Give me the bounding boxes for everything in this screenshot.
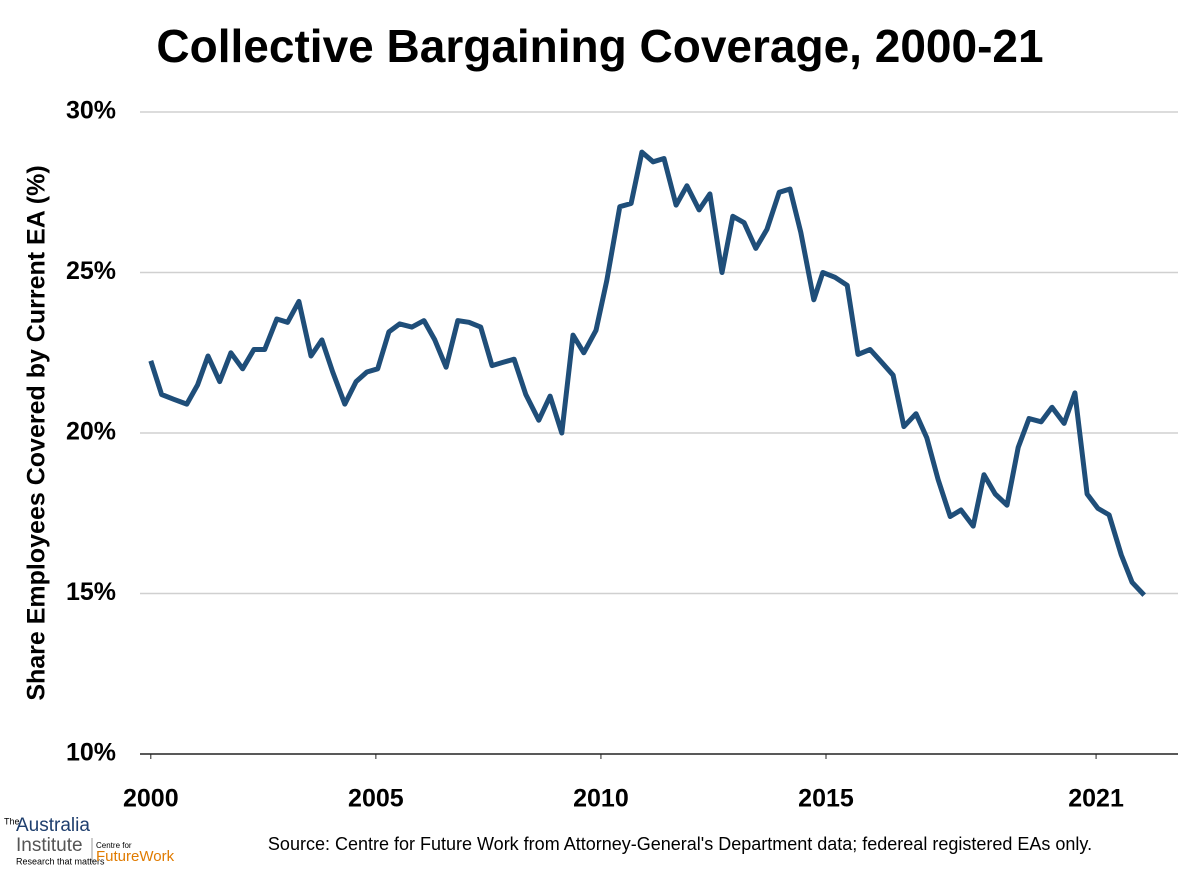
logo: The Australia Institute Research that ma… [4,815,175,866]
logo-text: Institute [16,835,83,856]
x-tick-label: 2010 [573,785,629,813]
data-line [148,149,1147,597]
source-note: Source: Centre for Future Work from Atto… [268,834,1092,854]
x-tick-label: 2021 [1068,785,1124,813]
y-tick-label: 25% [66,257,116,285]
y-axis-label: Share Employees Covered by Current EA (%… [23,165,51,700]
logo-text: Research that matters [16,856,105,866]
chart-title: Collective Bargaining Coverage, 2000-21 [156,20,1043,72]
x-tick-label: 2015 [798,785,854,813]
x-tick-label: 2000 [123,785,179,813]
x-tick-label: 2005 [348,785,404,813]
logo-text: Australia [16,815,90,836]
y-tick-label: 10% [66,739,116,767]
y-tick-label: 15% [66,578,116,606]
y-tick-label: 30% [66,97,116,125]
logo-text: The [4,816,20,826]
logo-text: FutureWork [96,848,175,865]
logo-text: Centre for [96,841,132,850]
y-tick-label: 20% [66,418,116,446]
